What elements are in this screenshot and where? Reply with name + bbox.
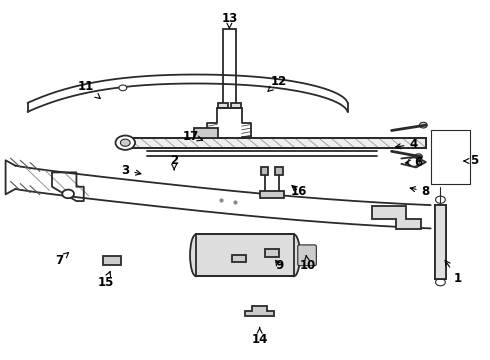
Text: 7: 7 (55, 252, 69, 267)
Polygon shape (265, 249, 279, 257)
Text: 16: 16 (291, 185, 307, 198)
Text: 12: 12 (268, 75, 287, 91)
Polygon shape (260, 191, 284, 198)
Polygon shape (232, 255, 246, 262)
Text: 13: 13 (221, 12, 238, 28)
Text: 17: 17 (183, 130, 202, 143)
Circle shape (121, 139, 130, 146)
Text: 5: 5 (464, 154, 479, 167)
Circle shape (62, 190, 74, 198)
Circle shape (436, 279, 445, 286)
Polygon shape (261, 167, 269, 175)
Text: 9: 9 (275, 259, 283, 272)
Text: 8: 8 (410, 185, 430, 198)
Ellipse shape (288, 234, 300, 276)
Text: 11: 11 (78, 80, 100, 99)
Text: 1: 1 (445, 260, 462, 285)
Ellipse shape (190, 234, 202, 276)
Polygon shape (128, 138, 426, 148)
Polygon shape (194, 128, 218, 138)
Circle shape (408, 158, 419, 166)
Circle shape (116, 135, 135, 150)
Text: 6: 6 (405, 156, 422, 169)
Text: 14: 14 (251, 328, 268, 346)
Polygon shape (196, 234, 294, 276)
Text: 4: 4 (395, 138, 417, 150)
Polygon shape (245, 306, 274, 316)
Polygon shape (103, 256, 121, 265)
Polygon shape (435, 205, 446, 279)
Circle shape (419, 122, 427, 128)
Text: 15: 15 (98, 271, 114, 289)
Circle shape (415, 154, 422, 159)
Polygon shape (231, 103, 241, 108)
Polygon shape (275, 167, 283, 175)
Circle shape (119, 85, 127, 91)
Polygon shape (372, 206, 421, 229)
Polygon shape (218, 103, 228, 108)
Circle shape (436, 196, 445, 203)
FancyBboxPatch shape (298, 245, 317, 266)
Text: 2: 2 (170, 154, 178, 170)
Text: 3: 3 (121, 164, 141, 177)
Text: 10: 10 (299, 256, 316, 272)
